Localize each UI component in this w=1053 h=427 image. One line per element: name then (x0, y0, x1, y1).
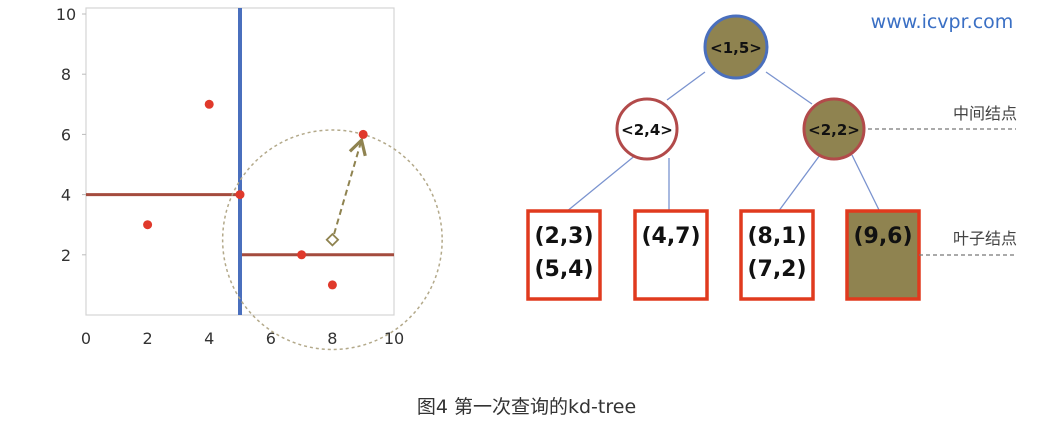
tree-root-node (703, 14, 769, 80)
x-tick-label: 8 (327, 329, 337, 348)
partition-plot: 0 2 4 6 8 10 2 4 6 8 10 (56, 5, 443, 351)
y-tick-label: 8 (61, 65, 71, 84)
tree-leaf-4 (845, 209, 921, 301)
data-point (143, 220, 153, 230)
x-tick-label: 6 (266, 329, 276, 348)
tree-left-node (615, 97, 679, 161)
y-tick-label: 10 (56, 5, 76, 24)
data-point (235, 190, 245, 200)
plot-tick-marks (82, 13, 86, 256)
tree-edge-right-leaf4 (851, 154, 881, 213)
tree-edge-left-leaf1 (565, 153, 638, 213)
tree-right-node (802, 97, 866, 161)
search-circle (221, 129, 443, 351)
tree-edge-root-left (666, 71, 706, 101)
plot-search-region (221, 129, 443, 351)
plot-split-lines (86, 8, 394, 315)
tree-left-label: <2,4> (621, 121, 673, 139)
tree-leaf-1 (526, 209, 602, 301)
tree-leaf-1-line-1: (2,3) (534, 224, 593, 249)
y-tick-label: 2 (61, 246, 71, 265)
y-tick-label: 4 (61, 186, 71, 205)
leaf-node-label: 叶子结点 (953, 229, 1017, 248)
plot-points (143, 99, 368, 290)
tree-leaf-3-line-2: (7,2) (747, 257, 806, 282)
figure-caption: 图4 第一次查询的kd-tree (416, 396, 637, 418)
x-tick-label: 10 (384, 329, 404, 348)
tree-leaf-3 (739, 209, 815, 301)
x-tick-label: 4 (204, 329, 214, 348)
watermark: www.icvpr.com (871, 11, 1014, 33)
y-tick-label: 6 (61, 125, 71, 144)
kd-tree: <1,5> <2,4> <2,2> (2,3) (5,4) (4,7) (8,1… (526, 14, 1017, 301)
tree-leaf-2 (633, 209, 709, 301)
data-point (327, 280, 337, 290)
tree-leaf-3-line-1: (8,1) (747, 224, 806, 249)
x-tick-label: 2 (143, 329, 153, 348)
data-point (358, 129, 368, 139)
query-point-marker (325, 232, 340, 247)
data-point (204, 99, 214, 109)
internal-node-label: 中间结点 (953, 104, 1017, 123)
plot-tick-labels: 0 2 4 6 8 10 2 4 6 8 10 (56, 5, 404, 348)
tree-edge-right-leaf3 (777, 154, 821, 213)
tree-root-label: <1,5> (710, 39, 762, 57)
x-tick-label: 0 (81, 329, 91, 348)
kd-tree-figure: 0 2 4 6 8 10 2 4 6 8 10 www.icvpr.com <1,5> <2,4> … (56, 5, 1017, 351)
tree-leaf-2-line-1: (4,7) (641, 224, 700, 249)
tree-leaf-1-line-2: (5,4) (534, 257, 593, 282)
tree-right-label: <2,2> (808, 121, 860, 139)
tree-leaf-4-line-1: (9,6) (853, 224, 912, 249)
tree-edge-root-right (765, 71, 813, 105)
search-arrow (333, 137, 367, 235)
data-point (297, 250, 307, 260)
